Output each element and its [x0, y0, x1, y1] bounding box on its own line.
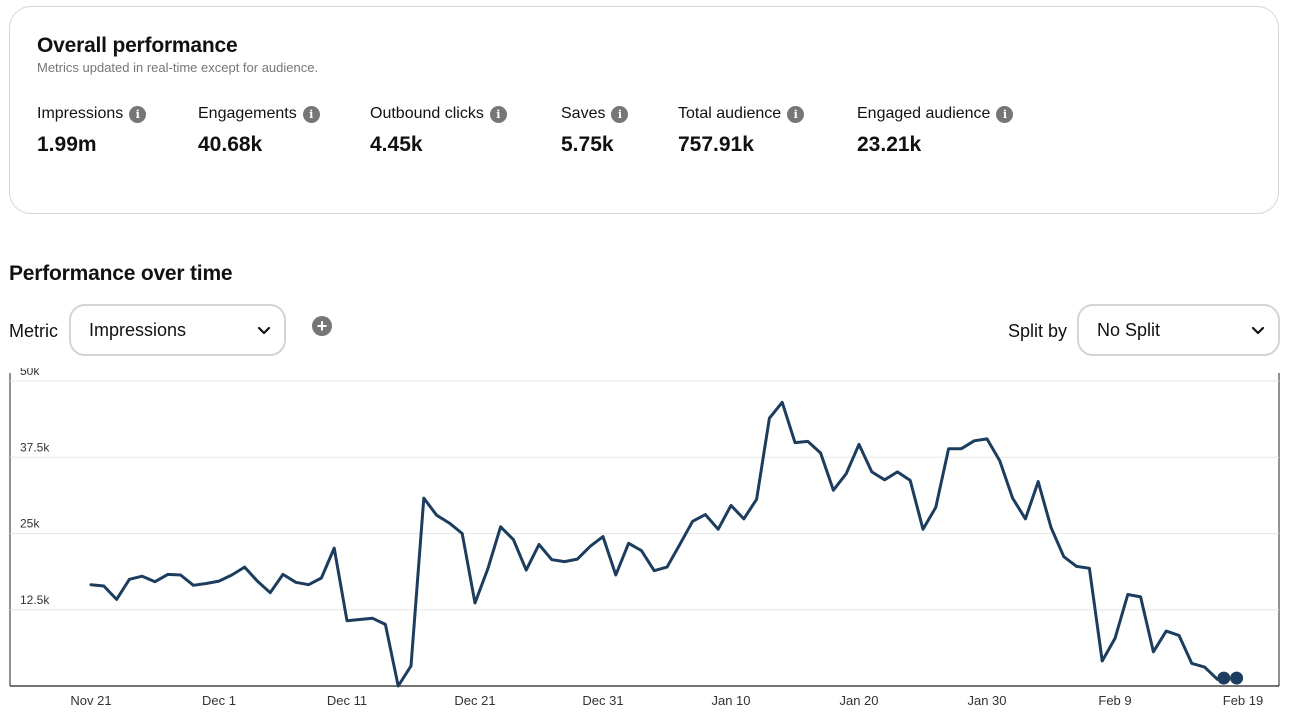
chart-x-tick-label: Jan 10	[711, 693, 750, 708]
overall-performance-card: Overall performance Metrics updated in r…	[9, 6, 1279, 214]
info-icon[interactable]: i	[787, 105, 805, 123]
chart-y-tick-label: 37.5k	[20, 440, 50, 454]
chart-x-tick-label: Dec 21	[454, 693, 495, 708]
chevron-down-icon	[1251, 326, 1265, 335]
performance-chart: 12.5k 25k 37.5k 50k Nov 21 Dec 1 Dec 11 Dec 21 D…	[0, 364, 1292, 714]
metric-impressions: Impressions i 1.99m	[37, 105, 147, 157]
metric-label: Engagements	[198, 105, 297, 122]
chart-x-tick-label: Jan 20	[839, 693, 878, 708]
chart-point	[1230, 671, 1244, 685]
split-select-value: No Split	[1097, 319, 1161, 340]
info-icon[interactable]: i	[302, 105, 320, 123]
split-select[interactable]: No Split	[1077, 304, 1280, 356]
metric-value: 40.68k	[198, 133, 263, 156]
chart-x-tick-label: Dec 31	[582, 693, 623, 708]
chart-point	[1217, 671, 1231, 685]
metric-label: Total audience	[678, 105, 782, 122]
chevron-down-icon	[257, 326, 271, 335]
metric-label: Engaged audience	[857, 105, 991, 122]
overall-title: Overall performance	[37, 34, 238, 57]
chart-x-tick-label: Feb 9	[1098, 693, 1131, 708]
info-icon[interactable]: i	[996, 105, 1014, 123]
info-icon[interactable]: i	[129, 105, 147, 123]
metric-label: Outbound clicks	[370, 105, 484, 122]
chart-y-tick-label: 50k	[20, 368, 40, 378]
metric-total-audience: Total audience i 757.91k	[678, 105, 805, 157]
chart-x-tick-label: Dec 1	[202, 693, 236, 708]
chart-x-tick-label: Nov 21	[70, 693, 111, 708]
metric-value: 4.45k	[370, 133, 423, 156]
metric-saves: Saves i 5.75k	[561, 105, 629, 157]
overall-subtitle: Metrics updated in real-time except for …	[37, 60, 319, 75]
plus-circle-icon[interactable]: +	[312, 316, 332, 336]
metric-select-value: Impressions	[89, 319, 187, 340]
performance-over-time-title: Performance over time	[9, 262, 233, 285]
metric-select[interactable]: Impressions	[69, 304, 286, 356]
chart-y-tick-label: 25k	[20, 517, 40, 531]
metric-value: 1.99m	[37, 133, 97, 156]
chart-svg: 12.5k 25k 37.5k 50k Nov 21 Dec 1 Dec 11 Dec 21 D…	[9, 364, 1280, 708]
info-icon[interactable]: i	[489, 105, 507, 123]
chart-x-tick-label: Jan 30	[967, 693, 1006, 708]
metric-value: 5.75k	[561, 133, 614, 156]
chart-x-tick-label: Dec 11	[327, 693, 367, 708]
split-select-label: Split by	[1008, 321, 1068, 341]
chart-y-tick-label: 12.5k	[20, 593, 50, 607]
metric-label: Saves	[561, 105, 606, 122]
metric-outbound-clicks: Outbound clicks i 4.45k	[370, 105, 507, 157]
metric-value: 23.21k	[857, 133, 922, 156]
metric-engagements: Engagements i 40.68k	[198, 105, 320, 157]
metric-label: Impressions	[37, 105, 124, 122]
chart-x-tick-label: Feb 19	[1223, 693, 1263, 708]
metric-engaged-audience: Engaged audience i 23.21k	[857, 105, 1014, 157]
metric-select-label: Metric	[9, 321, 58, 341]
info-icon[interactable]: i	[611, 105, 629, 123]
chart-series-line	[89, 400, 1219, 688]
metric-value: 757.91k	[678, 133, 754, 156]
